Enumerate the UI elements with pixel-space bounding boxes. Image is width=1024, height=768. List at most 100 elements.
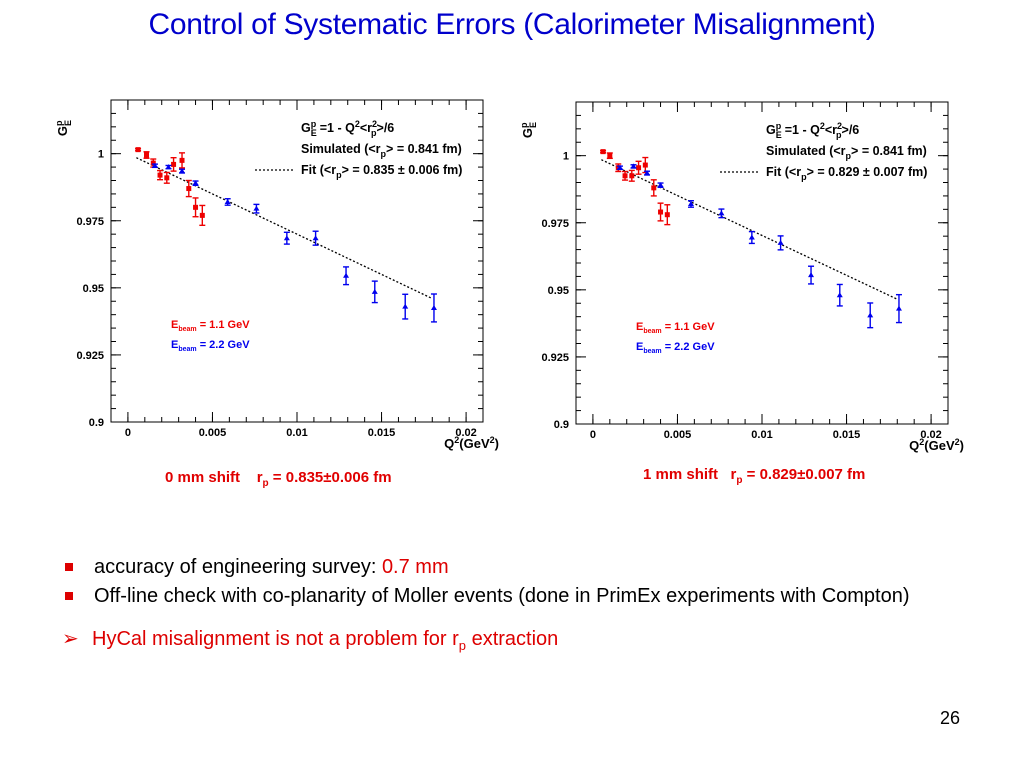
caption-value: = 0.835±0.006 fm	[268, 469, 392, 486]
data-point-1-1gev	[179, 157, 185, 163]
legend-simulated: Simulated (<rp> = 0.841 fm)	[766, 144, 927, 161]
fit-line	[136, 157, 433, 300]
arrow-bullet-icon: ➢	[62, 628, 79, 650]
x-tick-label: 0.02	[920, 429, 941, 441]
x-axis-title: Q2(GeV2)	[909, 437, 964, 453]
y-tick-label: 0.95	[83, 283, 104, 295]
data-point-2-2gev	[151, 162, 158, 168]
data-point-2-2gev	[687, 200, 694, 206]
conclusion-text-after: extraction	[466, 628, 559, 650]
bullet-text: Off-line check with co-planarity of Moll…	[94, 585, 910, 607]
x-axis-title: Q2(GeV2)	[444, 435, 499, 451]
y-axis-title: GEp	[55, 120, 73, 136]
data-point-2-2gev	[808, 272, 815, 278]
bullet-item: Off-line check with co-planarity of Moll…	[62, 582, 910, 611]
legend-fit: Fit (<rp> = 0.829 ± 0.007 fm)	[766, 165, 927, 182]
data-point-1-1gev	[164, 175, 170, 181]
data-point-1-1gev	[150, 160, 156, 166]
data-point-1-1gev	[199, 212, 205, 218]
page-number: 26	[940, 708, 961, 728]
data-point-1-1gev	[664, 212, 670, 218]
data-point-2-2gev	[165, 164, 172, 170]
data-point-2-2gev	[253, 205, 260, 211]
y-tick-label: 0.9	[89, 417, 104, 429]
square-bullet-icon	[65, 592, 73, 600]
data-point-2-2gev	[777, 239, 784, 245]
y-tick-label: 0.9	[554, 419, 569, 431]
y-tick-label: 0.925	[541, 352, 569, 364]
plot-frame	[110, 99, 484, 423]
data-point-2-2gev	[192, 180, 199, 186]
x-tick-label: 0	[590, 429, 596, 441]
conclusion: ➢ HyCal misalignment is not a problem for…	[62, 626, 558, 653]
x-tick-label: 0.01	[286, 427, 307, 439]
data-point-1-1gev	[144, 152, 150, 158]
x-tick-label: 0.005	[664, 429, 692, 441]
data-point-1-1gev	[658, 209, 664, 215]
data-point-1-1gev	[636, 165, 642, 171]
data-point-2-2gev	[402, 303, 409, 309]
caption-left: 0 mm shift rp = 0.835±0.006 fm	[165, 469, 392, 489]
legend-simulated: Simulated (<rp> = 0.841 fm)	[301, 142, 462, 159]
bullet-highlight: 0.7 mm	[381, 556, 449, 578]
x-tick-label: 0.01	[751, 429, 772, 441]
bullet-item: accuracy of engineering survey: 0.7 mm	[62, 553, 910, 582]
data-point-2-2gev	[224, 198, 231, 204]
data-point-2-2gev	[718, 210, 725, 216]
plot-left: 0 0.005 0.01 0.015 0.02 0.9 0.925 0.95 0.975 1 Q2(…	[55, 99, 499, 451]
data-point-1-1gev	[651, 185, 657, 191]
caption-value: = 0.829±0.007 fm	[742, 466, 866, 483]
bullet-text: accuracy of engineering survey:	[94, 556, 382, 578]
data-point-1-1gev	[186, 186, 192, 192]
data-point-1-1gev	[135, 147, 141, 153]
fit-line	[601, 159, 898, 300]
data-point-1-1gev	[157, 172, 163, 178]
data-point-2-2gev	[371, 288, 378, 294]
caption-shift: 0 mm shift	[165, 469, 241, 486]
legend-formula: GEp =1 - Q2<r2 p>/6	[301, 119, 394, 138]
bullet-list: accuracy of engineering survey: 0.7 mm O…	[62, 553, 910, 611]
caption-r-sub: p	[262, 478, 269, 489]
x-tick-label: 0.015	[368, 427, 396, 439]
y-tick-label: 0.975	[76, 216, 104, 228]
square-bullet-icon	[65, 563, 73, 571]
x-tick-label: 0.005	[199, 427, 227, 439]
caption-r: r	[730, 466, 737, 483]
caption-r-sub: p	[736, 475, 743, 486]
data-point-2-2gev	[312, 235, 319, 241]
slide-title: Control of Systematic Errors (Calorimete…	[148, 8, 876, 41]
y-tick-label: 1	[563, 151, 569, 163]
y-tick-label: 0.925	[76, 350, 104, 362]
data-point-2-2gev	[616, 164, 623, 170]
data-point-1-1gev	[171, 161, 177, 167]
data-point-1-1gev	[622, 173, 628, 179]
caption-r: r	[256, 469, 263, 486]
caption-shift: 1 mm shift	[643, 466, 719, 483]
caption-right: 1 mm shift rp = 0.829±0.007 fm	[643, 466, 865, 486]
data-point-2-2gev	[657, 182, 664, 188]
y-axis-title: GEp	[520, 122, 538, 138]
data-point-2-2gev	[895, 305, 902, 311]
legend-fit: Fit (<rp> = 0.835 ± 0.006 fm)	[301, 163, 462, 180]
legend-beam-2-2gev: Ebeam = 2.2 GeV	[636, 341, 715, 355]
y-tick-label: 1	[98, 149, 104, 161]
legend-beam-1-1gev: Ebeam = 1.1 GeV	[171, 319, 250, 333]
legend-formula: GEp =1 - Q2<r2 p>/6	[766, 121, 859, 140]
x-tick-label: 0.02	[455, 427, 476, 439]
legend-beam-2-2gev: Ebeam = 2.2 GeV	[171, 339, 250, 353]
data-point-2-2gev	[343, 272, 350, 278]
data-point-1-1gev	[642, 162, 648, 168]
data-point-1-1gev	[607, 153, 613, 159]
conclusion-subscript: p	[458, 638, 467, 653]
data-point-2-2gev	[179, 168, 186, 174]
data-point-2-2gev	[644, 170, 651, 176]
data-point-2-2gev	[430, 304, 437, 310]
y-tick-label: 0.95	[548, 285, 569, 297]
data-point-2-2gev	[283, 235, 290, 241]
data-point-2-2gev	[748, 234, 755, 240]
x-tick-label: 0.015	[833, 429, 861, 441]
data-point-1-1gev	[629, 173, 635, 179]
plot-right: 0 0.005 0.01 0.015 0.02 0.9 0.925 0.95 0.975 1 Q2(…	[520, 101, 964, 453]
data-point-1-1gev	[193, 204, 199, 210]
data-point-1-1gev	[600, 149, 606, 155]
